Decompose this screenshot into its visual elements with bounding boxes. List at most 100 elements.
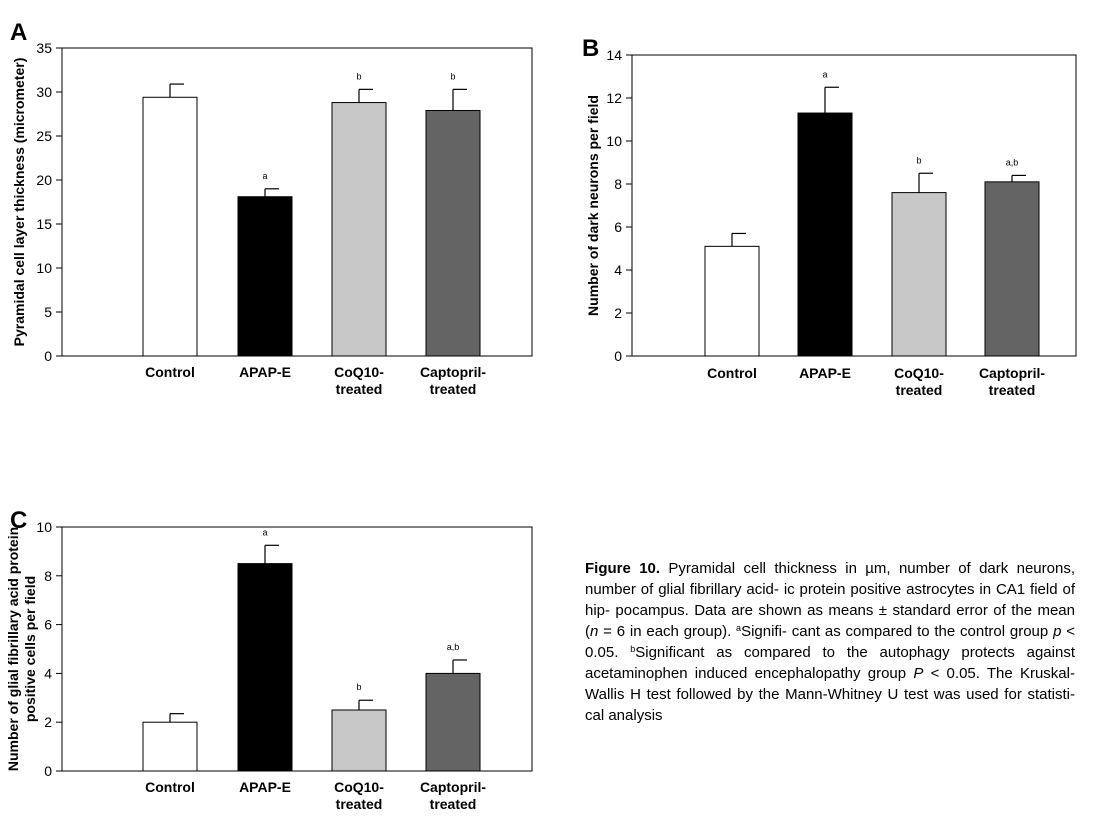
- bar: [331, 102, 387, 357]
- y-tick-label: 2: [44, 714, 52, 730]
- caption-text: of dark neurons, number of glial fibrill…: [585, 560, 1075, 598]
- caption-text: < 0.05.: [585, 623, 1075, 661]
- plot-frame: [61, 47, 533, 357]
- caption-text: < 0.05. The Kruskal-Wallis H test follow…: [585, 665, 1075, 703]
- category-label-line: Control: [145, 779, 195, 795]
- category-label: APAP-E: [239, 779, 291, 795]
- y-tick-label: 4: [44, 665, 52, 681]
- panel-b: B 0 2 4 6 8 10 12 14 Number of dark neurons per f…: [582, 35, 1077, 398]
- caption-label: Figure 10.: [585, 560, 669, 577]
- significance-label: a: [262, 171, 267, 181]
- panel-letter: B: [582, 35, 599, 62]
- bar: [142, 721, 198, 772]
- category-label: Control: [707, 365, 757, 381]
- bar: [142, 96, 198, 357]
- y-tick-label: 10: [36, 260, 52, 276]
- category-label: Captopril-treated: [420, 364, 486, 397]
- caption-text: pocampus. Data are shown as means ± stan…: [615, 602, 951, 619]
- caption-text: b: [630, 644, 636, 654]
- panel-a: A 0 5 10 15 20 25 30 35 Pyramidal cell layer thic…: [10, 19, 533, 397]
- caption-text: Signifi-: [741, 623, 787, 640]
- caption-text: by the Mann-Whitney U test was used for …: [737, 686, 1075, 703]
- caption-text: n: [590, 623, 599, 640]
- category-label-line: Control: [707, 365, 757, 381]
- category-label-line: APAP-E: [239, 779, 291, 795]
- bar: [425, 109, 481, 357]
- category-label-line: CoQ10-: [334, 779, 384, 795]
- y-tick-label: 0: [44, 348, 52, 364]
- category-label: Captopril-treated: [420, 779, 486, 812]
- y-axis-label-line: positive cells per field: [22, 576, 38, 722]
- caption-text: against acetaminophen induced encephalop…: [585, 644, 1075, 682]
- category-label: Control: [145, 364, 195, 380]
- y-tick-label: 14: [606, 47, 622, 63]
- caption-text: group: [867, 665, 914, 682]
- y-tick-label: 20: [36, 172, 52, 188]
- category-label: APAP-E: [239, 364, 291, 380]
- category-label: APAP-E: [799, 365, 851, 381]
- panel-letter: C: [10, 507, 27, 534]
- significance-label: a: [822, 69, 827, 79]
- category-label-line: treated: [989, 382, 1036, 398]
- y-axis-label: Pyramidal cell layer thickness (micromet…: [11, 58, 27, 347]
- bar: [331, 709, 387, 772]
- caption-text: Pyramidal cell thickness in µm, number: [668, 560, 950, 577]
- y-tick-label: 8: [614, 176, 622, 192]
- caption-text: Significant as compared to the autophagy…: [635, 644, 1015, 661]
- category-label-line: Captopril-: [420, 779, 486, 795]
- y-tick-label: 15: [36, 216, 52, 232]
- y-tick-label: 6: [44, 617, 52, 633]
- bar: [237, 563, 293, 772]
- y-tick-label: 25: [36, 128, 52, 144]
- category-label-line: treated: [336, 796, 383, 812]
- category-label: Captopril-treated: [979, 365, 1045, 398]
- category-label-line: Captopril-: [979, 365, 1045, 381]
- category-label-line: CoQ10-: [334, 364, 384, 380]
- category-label-line: CoQ10-: [894, 365, 944, 381]
- caption-text: cal analysis: [585, 707, 663, 724]
- category-label: Control: [145, 779, 195, 795]
- panel-letter: A: [10, 19, 27, 46]
- category-label-line: APAP-E: [799, 365, 851, 381]
- category-label-line: treated: [336, 381, 383, 397]
- caption-text: p: [1053, 623, 1062, 640]
- caption-text: cant as compared to the control group: [791, 623, 1054, 640]
- y-axis-label-line: Number of dark neurons per field: [585, 95, 601, 316]
- y-tick-label: 10: [606, 133, 622, 149]
- category-label: CoQ10-treated: [334, 779, 384, 812]
- category-label: CoQ10-treated: [334, 364, 384, 397]
- y-tick-label: 4: [614, 262, 622, 278]
- category-label-line: Control: [145, 364, 195, 380]
- bar: [891, 192, 947, 357]
- caption-text: P: [913, 665, 924, 682]
- category-label-line: treated: [430, 796, 477, 812]
- significance-label: a,b: [1006, 157, 1019, 167]
- y-tick-label: 10: [36, 519, 52, 535]
- category-label: CoQ10-treated: [894, 365, 944, 398]
- y-axis-label: Number of glial fibrillary acid proteinp…: [5, 527, 38, 771]
- plot-frame: [61, 526, 533, 772]
- bar: [425, 672, 481, 772]
- caption-text: a: [736, 623, 742, 633]
- caption-text: error of the mean (: [585, 602, 1075, 640]
- y-tick-label: 12: [606, 90, 622, 106]
- caption-text: ic protein positive astrocytes in CA1 fi…: [585, 581, 1076, 619]
- category-label-line: treated: [430, 381, 477, 397]
- bar: [704, 245, 760, 357]
- category-label-line: treated: [896, 382, 943, 398]
- significance-label: b: [356, 71, 361, 81]
- category-label-line: APAP-E: [239, 364, 291, 380]
- significance-label: b: [450, 71, 455, 81]
- y-tick-label: 0: [44, 763, 52, 779]
- y-axis-label-line: Pyramidal cell layer thickness (micromet…: [11, 58, 27, 347]
- significance-label: a,b: [447, 642, 460, 652]
- y-tick-label: 2: [614, 305, 622, 321]
- y-axis-label: Number of dark neurons per field: [585, 95, 601, 316]
- y-axis-label-line: Number of glial fibrillary acid protein: [5, 527, 21, 771]
- bar: [984, 181, 1040, 357]
- y-tick-label: 8: [44, 568, 52, 584]
- significance-label: b: [356, 682, 361, 692]
- bar: [797, 112, 853, 357]
